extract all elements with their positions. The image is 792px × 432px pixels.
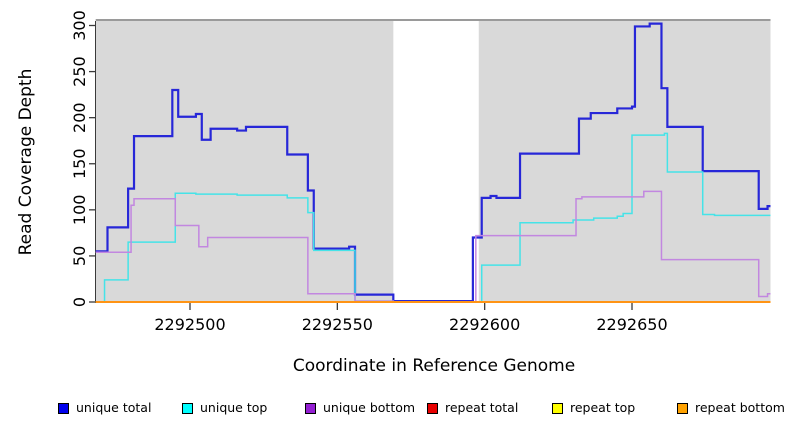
x-tick-label: 2292550 <box>302 315 373 334</box>
y-tick-label: 300 <box>70 10 89 41</box>
legend: unique total unique top unique bottom repea… <box>0 401 792 421</box>
legend-label-unique-bottom: unique bottom <box>323 400 416 415</box>
legend-label-unique-top: unique top <box>200 400 268 415</box>
legend-item-unique-bottom: unique bottom <box>305 401 415 415</box>
y-tick-label: 50 <box>70 246 89 266</box>
shaded-region <box>478 21 771 302</box>
legend-swatch-repeat-bottom <box>677 402 688 414</box>
y-axis-title: Read Coverage Depth <box>16 69 36 256</box>
legend-swatch-repeat-top <box>552 402 563 414</box>
y-tick-label: 200 <box>70 102 89 133</box>
legend-label-repeat-top: repeat top <box>570 400 636 415</box>
legend-swatch-unique-top <box>182 402 193 414</box>
y-tick-label: 250 <box>70 56 89 87</box>
legend-item-unique-total: unique total <box>58 401 151 415</box>
shaded-region <box>95 21 394 302</box>
legend-label-repeat-bottom: repeat bottom <box>695 400 785 415</box>
series-unique-top-line <box>95 132 771 303</box>
x-tick-label: 2292600 <box>449 315 520 334</box>
legend-item-unique-top: unique top <box>182 401 267 415</box>
legend-label-unique-total: unique total <box>76 400 152 415</box>
y-tick-label: 100 <box>70 195 89 226</box>
legend-swatch-repeat-total <box>427 402 438 414</box>
legend-swatch-unique-bottom <box>305 402 316 414</box>
series-lines-layer <box>95 22 771 303</box>
axes-layer: 0 50 100 150 200 250 300 2292500 2292550 2292600 2… <box>70 10 668 334</box>
x-axis-title: Coordinate in Reference Genome <box>293 356 575 376</box>
y-tick-label: 0 <box>70 297 89 307</box>
legend-swatch-unique-total <box>58 402 69 414</box>
x-tick-label: 2292500 <box>154 315 225 334</box>
shaded-regions-layer <box>95 19 771 302</box>
legend-label-repeat-total: repeat total <box>445 400 519 415</box>
x-tick-label: 2292650 <box>596 315 667 334</box>
legend-item-repeat-total: repeat total <box>427 401 518 415</box>
y-tick-label: 150 <box>70 148 89 179</box>
legend-item-repeat-bottom: repeat bottom <box>677 401 785 415</box>
legend-item-repeat-top: repeat top <box>552 401 635 415</box>
